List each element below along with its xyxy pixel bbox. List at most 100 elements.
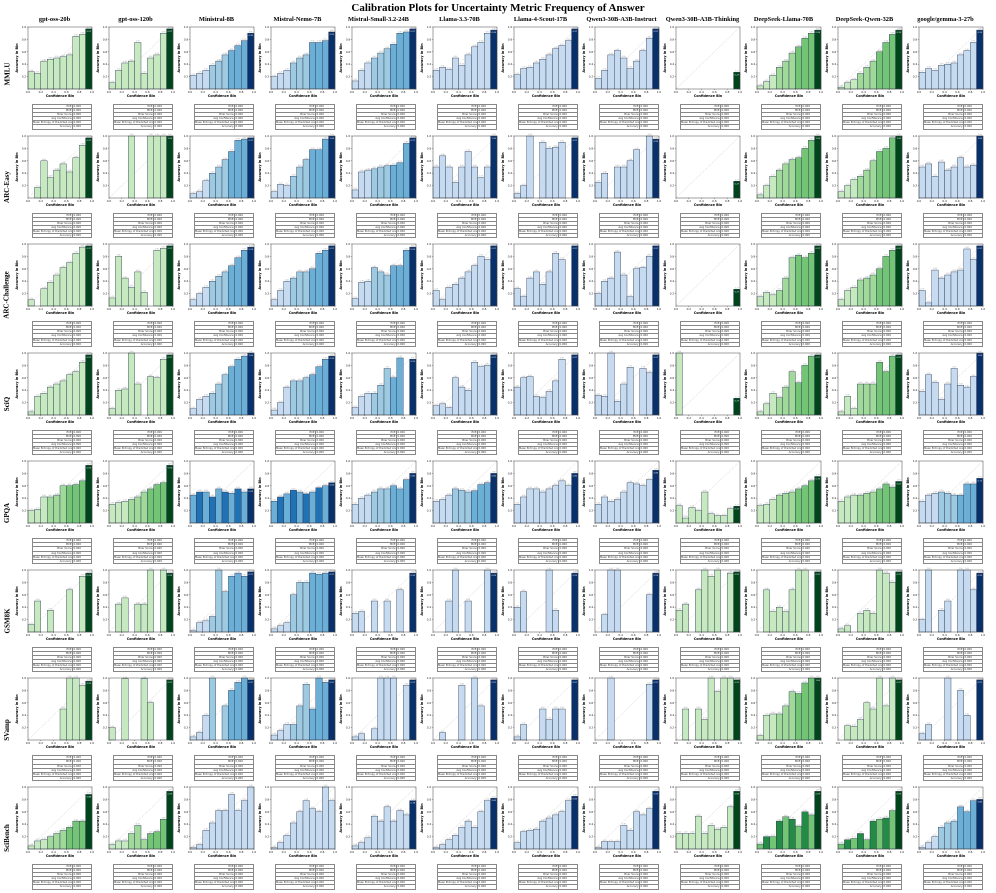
bar-bin-8 — [240, 492, 248, 524]
bar-bin-9 — [166, 572, 174, 633]
stat-value: 0.000 — [558, 233, 578, 239]
bar-bin-5 — [59, 709, 67, 741]
x-tick-label: 0.8 — [320, 741, 325, 745]
bar-annotation: 0.50 — [965, 165, 969, 167]
y-axis-label: Accuracy in Bin — [15, 477, 19, 507]
y-tick-label: 1.0 — [832, 568, 837, 572]
x-tick-label: 1.0 — [171, 90, 176, 94]
y-axis-label: Accuracy in Bin — [258, 43, 262, 73]
bar-annotation: 0.38 — [616, 498, 620, 500]
bar-annotation: 1.00 — [155, 134, 159, 136]
x-tick-label: 0.8 — [158, 850, 163, 854]
x-tick-label: 0.8 — [887, 524, 892, 528]
stats-table: ECE 0.000 MCE 0.000 Brier Score 0.000 Avg Conf… — [274, 429, 335, 456]
stats-table: ECE 0.000 MCE 0.000 Brier Score 0.000 Avg Conf… — [679, 538, 740, 564]
bar-annotation: 0.17 — [36, 185, 40, 187]
x-axis-label: Confidence Bin — [613, 637, 642, 641]
bar-bin-3 — [452, 569, 459, 633]
x-tick-label: 0.0 — [26, 633, 31, 637]
plot-cell-MMLU-Ministral-8B: Ministral-8B 0.22 0.25 0.30 0.38 0.45 0.55 0.62… — [176, 15, 257, 133]
bar-bin-7 — [882, 147, 890, 198]
bar-annotation: 0.80 — [547, 146, 551, 148]
bar-annotation: 0.08 — [684, 516, 688, 518]
bar-bin-3 — [533, 271, 540, 307]
bar-bin-0 — [432, 166, 440, 198]
x-tick-label: 0.8 — [725, 307, 730, 311]
bar-annotation: 0.50 — [298, 165, 302, 167]
final-bar-value-label: 0.95 — [492, 32, 497, 34]
bar-bin-4 — [620, 274, 628, 307]
bar-bin-4 — [215, 810, 223, 850]
bar-annotation: 0.85 — [878, 360, 882, 362]
bar-bin-2 — [202, 287, 210, 307]
stats-table: ECE 0.000 MCE 0.000 Brier Score 0.000 Avg Conf… — [598, 103, 659, 130]
final-bar-value-label: 0.97 — [978, 682, 983, 684]
bar-bin-2 — [607, 501, 615, 524]
bar-bin-1 — [196, 191, 203, 198]
bar-annotation: 0.90 — [155, 249, 159, 251]
stat-value: 0.000 — [882, 450, 902, 456]
x-tick-label: 0.8 — [725, 633, 730, 637]
y-tick-label: 1.0 — [751, 459, 756, 463]
y-axis-label: Accuracy in Bin — [339, 368, 343, 398]
bar-annotation: 0.80 — [884, 146, 888, 148]
bar-bin-0 — [756, 194, 764, 198]
bar-bin-0 — [756, 411, 764, 415]
bar-annotation: 0.35 — [49, 608, 53, 610]
plot-cell-GSM8K-Llama-3.3-70B: 0.50 1.00 0.50 1.00 0.95 0.95 0.0 0.2 0.4 0.6 0.8 1… — [419, 567, 500, 676]
y-tick-label: 0.6 — [751, 484, 756, 488]
bar-bin-6 — [147, 488, 155, 524]
bar-bin-6 — [471, 361, 479, 415]
bar-bin-5 — [59, 56, 67, 90]
y-tick-label: 0.8 — [913, 255, 918, 259]
x-tick-label: 0.2 — [849, 199, 854, 203]
y-tick-label: 0.6 — [751, 50, 756, 54]
y-tick-label: 1.0 — [427, 242, 432, 246]
bar-annotation: 0.97 — [573, 244, 577, 246]
x-tick-label: 1.0 — [414, 307, 419, 311]
x-tick-label: 0.4 — [213, 741, 218, 745]
y-tick-label: 0.8 — [265, 255, 270, 259]
plot-cell-SciQ-Mistral-Nemo-7B: 0.08 0.20 0.45 0.55 0.55 0.60 0.65 0.78 0.90 0.95… — [257, 350, 338, 459]
bar-annotation: 0.33 — [360, 610, 364, 612]
y-tick-label: 0.8 — [184, 580, 189, 584]
final-bar-value-label: 0.97 — [330, 574, 335, 576]
column-title: DeepSeek-Qwen-32B — [835, 16, 894, 23]
stats-row: Accuracy 0.000 — [193, 884, 254, 890]
x-tick-label: 0.6 — [226, 307, 231, 311]
stats-row: Accuracy 0.000 — [760, 775, 821, 781]
stat-value: 0.000 — [315, 233, 335, 239]
x-tick-label: 0.8 — [320, 850, 325, 854]
x-tick-label: 0.4 — [780, 199, 785, 203]
x-tick-label: 0.0 — [269, 199, 274, 203]
x-tick-label: 0.6 — [631, 524, 636, 528]
bar-annotation: 0.55 — [249, 487, 253, 489]
x-tick-label: 0.0 — [836, 524, 841, 528]
bar-bin-1 — [358, 498, 365, 524]
y-tick-label: 0.2 — [832, 509, 837, 513]
bar-annotation: 0.13 — [110, 296, 114, 298]
y-tick-label: 0.8 — [427, 146, 432, 150]
bar-bin-0 — [756, 735, 764, 741]
x-tick-label: 0.2 — [39, 524, 44, 528]
stat-label: Accuracy — [841, 233, 884, 239]
bar-annotation: 0.55 — [535, 270, 539, 272]
y-axis-label: Accuracy in Bin — [177, 694, 181, 724]
stats-row: Accuracy 0.000 — [841, 341, 902, 347]
bar-annotation: 0.45 — [191, 494, 195, 496]
stat-label: Accuracy — [841, 667, 884, 673]
x-tick-label: 0.2 — [363, 741, 368, 745]
axes-box — [351, 569, 417, 633]
y-tick-label: 0.8 — [508, 797, 513, 801]
y-tick-label: 0.2 — [265, 726, 270, 730]
x-tick-label: 0.4 — [537, 307, 542, 311]
y-tick-label: 1.0 — [913, 568, 918, 572]
stat-value: 0.000 — [639, 558, 659, 564]
y-tick-label: 0.6 — [913, 484, 918, 488]
x-tick-label: 0.4 — [942, 90, 947, 94]
bar-bin-6 — [633, 60, 641, 90]
bar-annotation: 1.00 — [816, 677, 820, 679]
calibration-plot: 0.130.800.450.300.550.220.900.930.970.97… — [96, 242, 175, 315]
y-tick-label: 0.2 — [427, 835, 432, 839]
bar-bin-8 — [483, 166, 491, 198]
